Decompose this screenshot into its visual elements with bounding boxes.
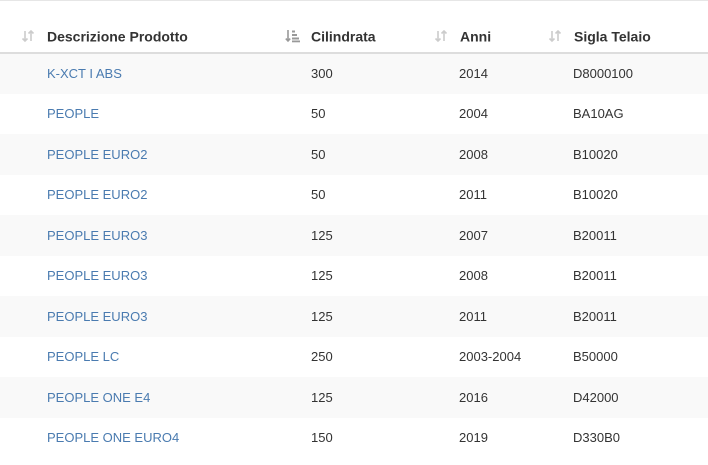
table-body: K-XCT I ABS 300 2014 D8000100 PEOPLE 50 … [0, 53, 708, 458]
column-header-anni[interactable]: Anni [431, 19, 545, 53]
table-row: PEOPLE ONE EURO4 150 2019 D330B0 [0, 418, 708, 459]
product-cell: PEOPLE EURO2 [0, 134, 283, 175]
cc-cell: 50 [311, 146, 326, 162]
column-header-descrizione-prodotto[interactable]: Descrizione Prodotto [0, 19, 283, 53]
frame-cell: B10020 [573, 146, 618, 162]
years-cell: 2003-2004 [459, 349, 522, 365]
cc-cell: 50 [311, 106, 326, 122]
table-row: PEOPLE EURO3 125 2008 B20011 [0, 256, 708, 297]
years-cell: 2007 [459, 227, 488, 243]
table-row: PEOPLE EURO3 125 2011 B20011 [0, 296, 708, 337]
cc-cell: 50 [311, 187, 326, 203]
top-divider [0, 0, 708, 1]
years-cell: 2014 [459, 66, 488, 82]
product-link[interactable]: PEOPLE EURO2 [47, 146, 148, 162]
frame-cell: B50000 [573, 349, 618, 365]
frame-cell: D330B0 [573, 430, 620, 446]
column-label: Anni [460, 28, 492, 45]
cc-cell: 150 [311, 430, 333, 446]
sort-amount-down-icon[interactable] [285, 29, 311, 43]
frame-cell: B20011 [573, 308, 617, 324]
cc-cell: 250 [311, 349, 333, 365]
product-table: Descrizione Prodotto Cilindrata [0, 19, 708, 458]
product-cell: PEOPLE LC [0, 337, 283, 378]
column-label: Descrizione Prodotto [47, 28, 188, 45]
table-row: PEOPLE EURO2 50 2008 B10020 [0, 134, 708, 175]
product-cell: PEOPLE EURO3 [0, 256, 283, 297]
product-cell: K-XCT I ABS [0, 53, 283, 94]
cc-cell: 300 [311, 66, 333, 82]
cc-cell: 125 [311, 227, 333, 243]
frame-cell: BA10AG [573, 106, 624, 122]
product-cell: PEOPLE ONE E4 [0, 377, 283, 418]
cc-cell: 125 [311, 308, 333, 324]
product-link[interactable]: PEOPLE EURO3 [47, 308, 148, 324]
product-cell: PEOPLE [0, 94, 283, 135]
cc-cell: 125 [311, 389, 333, 405]
table-row: PEOPLE LC 250 2003-2004 B50000 [0, 337, 708, 378]
product-cell: PEOPLE EURO2 [0, 175, 283, 216]
table-row: PEOPLE ONE E4 125 2016 D42000 [0, 377, 708, 418]
frame-cell: D42000 [573, 389, 619, 405]
product-link[interactable]: PEOPLE LC [47, 349, 120, 365]
years-cell: 2004 [459, 106, 488, 122]
sort-icon[interactable] [434, 29, 460, 43]
product-link[interactable]: K-XCT I ABS [47, 66, 122, 82]
years-cell: 2011 [459, 308, 487, 324]
table-row: PEOPLE 50 2004 BA10AG [0, 94, 708, 135]
frame-cell: B20011 [573, 268, 617, 284]
column-label: Cilindrata [311, 28, 376, 45]
product-link[interactable]: PEOPLE EURO3 [47, 268, 148, 284]
frame-cell: B20011 [573, 227, 617, 243]
years-cell: 2019 [459, 430, 488, 446]
years-cell: 2008 [459, 268, 488, 284]
product-link[interactable]: PEOPLE EURO3 [47, 227, 148, 243]
product-cell: PEOPLE EURO3 [0, 215, 283, 256]
product-link[interactable]: PEOPLE EURO2 [47, 187, 148, 203]
sort-icon[interactable] [548, 29, 574, 43]
product-cell: PEOPLE ONE EURO4 [0, 418, 283, 459]
product-link[interactable]: PEOPLE [47, 106, 100, 122]
header-row: Descrizione Prodotto Cilindrata [0, 19, 708, 53]
frame-cell: D8000100 [573, 66, 633, 82]
column-label: Sigla Telaio [574, 28, 651, 45]
table-row: K-XCT I ABS 300 2014 D8000100 [0, 53, 708, 94]
product-cell: PEOPLE EURO3 [0, 296, 283, 337]
cc-cell: 125 [311, 268, 333, 284]
frame-cell: B10020 [573, 187, 618, 203]
table-row: PEOPLE EURO2 50 2011 B10020 [0, 175, 708, 216]
years-cell: 2016 [459, 389, 488, 405]
years-cell: 2008 [459, 146, 488, 162]
years-cell: 2011 [459, 187, 487, 203]
column-header-sigla-telaio[interactable]: Sigla Telaio [545, 19, 708, 53]
product-link[interactable]: PEOPLE ONE EURO4 [47, 430, 180, 446]
product-link[interactable]: PEOPLE ONE E4 [47, 389, 151, 405]
column-header-cilindrata[interactable]: Cilindrata [283, 19, 431, 53]
table-row: PEOPLE EURO3 125 2007 B20011 [0, 215, 708, 256]
table-header: Descrizione Prodotto Cilindrata [0, 19, 708, 53]
sort-icon[interactable] [21, 29, 47, 43]
